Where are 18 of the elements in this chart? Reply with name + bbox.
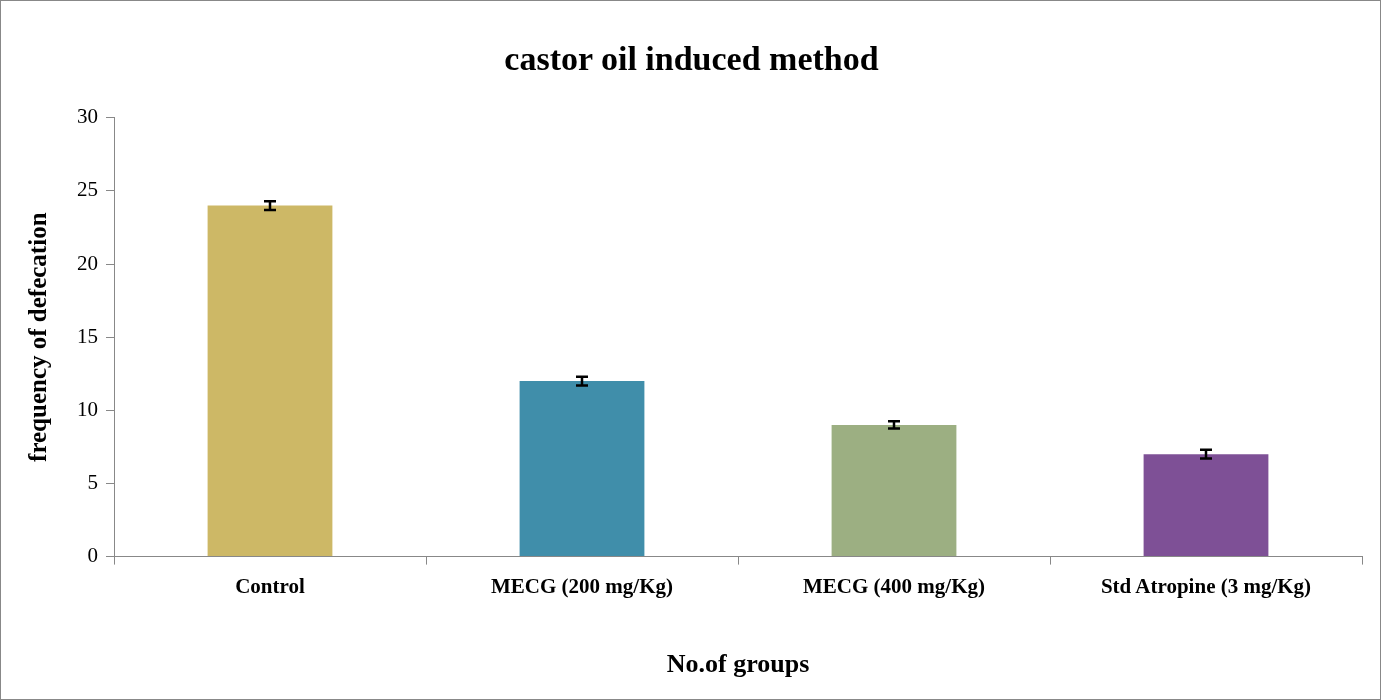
y-tick-label: 20	[77, 250, 98, 275]
bar	[831, 424, 957, 557]
y-tick-label: 30	[77, 104, 98, 129]
y-axis-title: frequency of defecation	[24, 212, 52, 462]
x-axis-title: No.of groups	[666, 649, 810, 679]
bar	[519, 381, 645, 557]
x-tick-label: Std Atropine (3 mg/Kg)	[1100, 573, 1312, 598]
y-tick-label: 25	[77, 177, 98, 202]
y-tick-label: 10	[77, 396, 98, 421]
x-tick-label: Control	[235, 573, 305, 598]
x-tick-label: MECG (400 mg/Kg)	[803, 573, 985, 598]
y-tick-label: 15	[77, 323, 98, 348]
y-tick-label: 5	[87, 469, 98, 494]
bar	[207, 205, 333, 557]
chart-title: castor oil induced method	[504, 40, 879, 78]
y-tick-label: 0	[87, 543, 98, 568]
bar	[1143, 454, 1269, 557]
x-tick-label: MECG (200 mg/Kg)	[491, 573, 673, 598]
